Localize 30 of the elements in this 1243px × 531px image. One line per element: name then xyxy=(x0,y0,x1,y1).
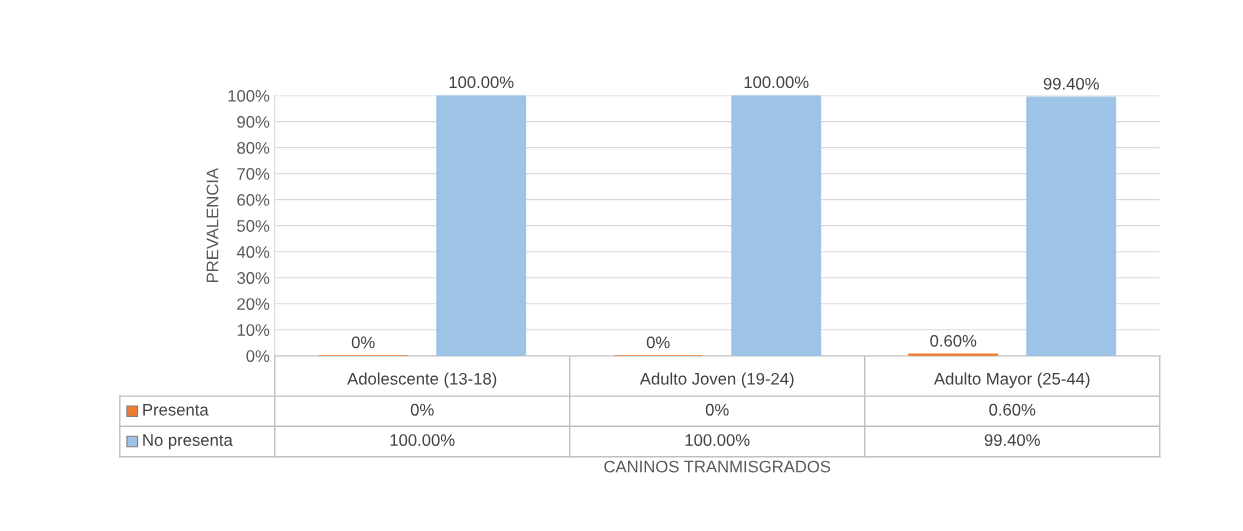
legend-label: Presenta xyxy=(143,404,209,416)
y-tick-label: 0% xyxy=(246,350,270,362)
x-tick-label: Adulto Joven (19-24) xyxy=(639,372,794,388)
text: 100.00% xyxy=(744,76,809,89)
y-tick-label: 80% xyxy=(237,142,270,154)
text: 0.60% xyxy=(930,334,977,347)
y-tick-label: 90% xyxy=(237,116,270,128)
text: 0% xyxy=(351,336,375,349)
text: 100.00% xyxy=(449,76,514,89)
x-tick-label: Adolescente (13-18) xyxy=(347,372,497,388)
legend-label: No presenta xyxy=(143,434,233,450)
x-tick-label: Adulto Mayor (25-44) xyxy=(933,372,1090,388)
data-label: 0% xyxy=(705,403,729,416)
y-tick-label: 40% xyxy=(236,246,270,258)
y-tick-label: 70% xyxy=(237,168,270,180)
y-tick-label: 30% xyxy=(237,272,270,284)
y-tick-label: 100% xyxy=(228,89,270,102)
x-axis-title: CANINOS TRANMISGRADOS xyxy=(604,460,831,473)
data-label: 99.40% xyxy=(984,434,1040,446)
y-axis-title: PREVALENCIA xyxy=(206,167,219,283)
y-tick-label: 10% xyxy=(237,324,270,336)
data-label: 0% xyxy=(410,403,434,416)
text: 99.40% xyxy=(1043,77,1099,90)
text: 0% xyxy=(646,336,670,349)
data-label: 100.00% xyxy=(390,434,455,446)
y-tick-label: 20% xyxy=(237,298,270,310)
y-tick-label: 50% xyxy=(237,220,270,232)
data-label: 0.60% xyxy=(989,403,1036,416)
y-tick-label: 60% xyxy=(237,194,270,206)
data-label: 100.00% xyxy=(685,434,750,446)
